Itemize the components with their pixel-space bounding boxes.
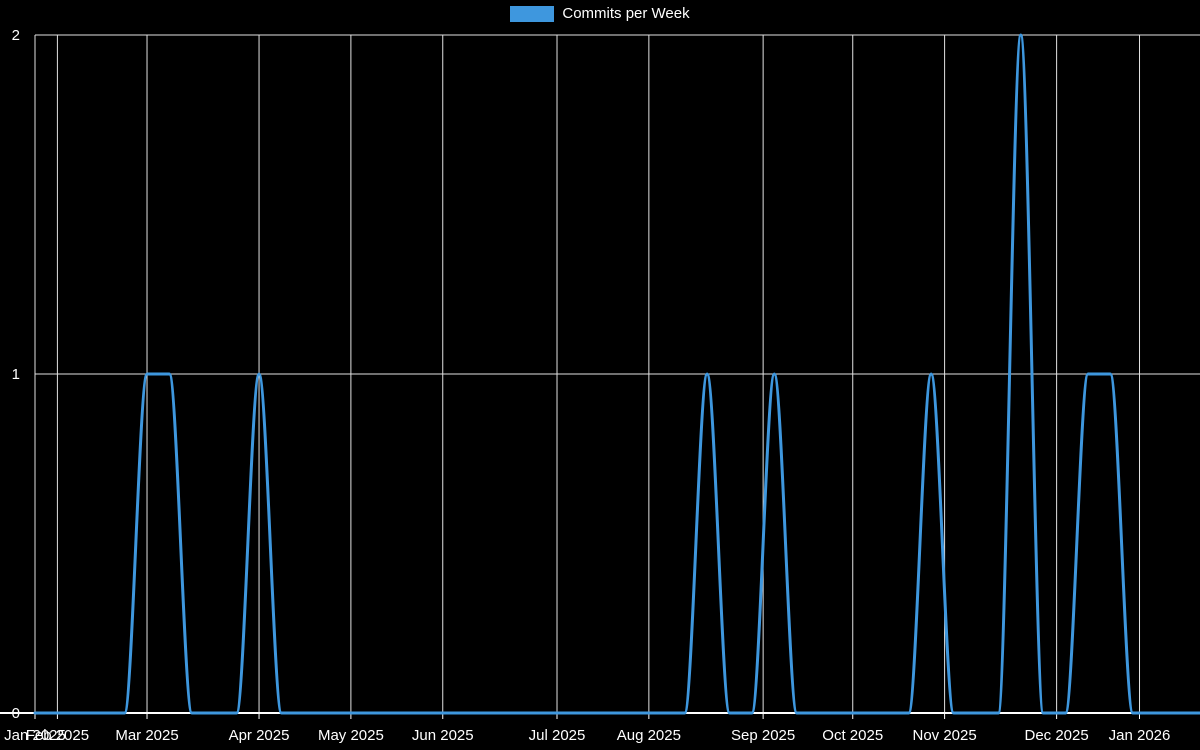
- x-tick-label: Oct 2025: [822, 727, 883, 744]
- x-tick-label: Jan 2026: [1109, 727, 1171, 744]
- x-tick-label: Aug 2025: [617, 727, 681, 744]
- legend-label: Commits per Week: [562, 5, 690, 22]
- x-tick-label: Dec 2025: [1025, 727, 1089, 744]
- x-tick-label: Nov 2025: [912, 727, 976, 744]
- x-tick-label: Jan 2025: [4, 727, 66, 744]
- legend[interactable]: Commits per Week: [0, 6, 1200, 22]
- y-tick-label: 1: [12, 366, 20, 383]
- x-tick-label: Feb 2025: [26, 727, 89, 744]
- x-tick-label: Jul 2025: [529, 727, 586, 744]
- legend-swatch: [510, 6, 555, 22]
- x-tick-label: Apr 2025: [229, 727, 290, 744]
- x-tick-label: Mar 2025: [115, 727, 178, 744]
- x-tick-label: Sep 2025: [731, 727, 795, 744]
- y-tick-label: 2: [12, 27, 20, 44]
- x-tick-label: May 2025: [318, 727, 384, 744]
- x-tick-label: Jun 2025: [412, 727, 474, 744]
- commits-line: [33, 33, 1200, 715]
